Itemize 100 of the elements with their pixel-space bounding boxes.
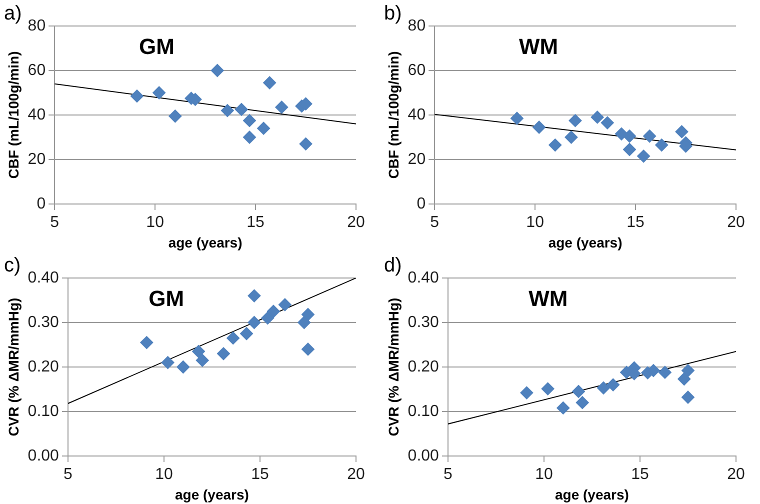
point bbox=[576, 396, 589, 410]
point bbox=[600, 116, 614, 130]
point bbox=[596, 381, 610, 394]
chart-title: c) bbox=[4, 254, 21, 277]
point bbox=[243, 114, 256, 128]
point bbox=[168, 110, 182, 123]
annotation: GM bbox=[148, 286, 184, 312]
x-axis-title: age (years) bbox=[555, 486, 629, 502]
y-tick-label: 0.30 bbox=[408, 314, 440, 331]
x-tick-label: 15 bbox=[631, 466, 649, 484]
x-tick-label: 10 bbox=[526, 214, 544, 232]
y-axis-title: CVR (% ΔMR/mmHg) bbox=[5, 298, 22, 436]
y-tick-label: 80 bbox=[28, 17, 46, 34]
point bbox=[298, 316, 311, 329]
y-tick-label: 0.30 bbox=[28, 314, 60, 331]
point bbox=[152, 86, 166, 100]
y-tick-label: 0.00 bbox=[28, 447, 60, 464]
x-tick-label: 5 bbox=[430, 214, 440, 232]
y-tick-label: 0 bbox=[36, 195, 46, 212]
point bbox=[541, 382, 554, 396]
y-tick-label: 80 bbox=[408, 17, 426, 34]
point bbox=[196, 354, 209, 367]
y-tick-label: 0.10 bbox=[408, 402, 440, 420]
y-tick-label: 0.40 bbox=[408, 269, 440, 286]
point bbox=[161, 356, 174, 370]
point bbox=[226, 332, 240, 345]
point bbox=[243, 130, 256, 144]
y-tick-label: 0.00 bbox=[408, 447, 440, 464]
point bbox=[658, 366, 672, 379]
point bbox=[234, 102, 248, 116]
x-tick-label: 20 bbox=[347, 214, 365, 232]
point bbox=[655, 138, 668, 152]
point bbox=[510, 112, 524, 125]
point bbox=[556, 401, 570, 414]
y-tick-label: 0.20 bbox=[28, 358, 60, 376]
y-tick-label: 0 bbox=[416, 195, 426, 212]
y-tick-label: 40 bbox=[408, 106, 426, 124]
point bbox=[568, 114, 582, 128]
point bbox=[210, 64, 224, 77]
y-tick-label: 0.20 bbox=[408, 358, 440, 376]
chart-title: a) bbox=[4, 2, 22, 25]
y-tick-label: 60 bbox=[408, 62, 426, 79]
chart-title: d) bbox=[384, 254, 402, 277]
annotation: WM bbox=[528, 286, 568, 312]
x-tick-label: 15 bbox=[246, 214, 265, 232]
x-tick-label: 10 bbox=[155, 466, 173, 484]
point bbox=[301, 342, 314, 356]
x-axis-title: age (years) bbox=[168, 234, 242, 250]
x-tick-label: 5 bbox=[50, 214, 60, 232]
point bbox=[176, 360, 190, 374]
y-axis-title: CBF (mL/100g/min) bbox=[5, 51, 22, 179]
x-tick-label: 5 bbox=[443, 466, 452, 484]
point bbox=[681, 364, 694, 378]
x-tick-label: 10 bbox=[535, 466, 553, 484]
annotation: WM bbox=[518, 34, 558, 60]
x-tick-label: 20 bbox=[727, 466, 745, 484]
point bbox=[261, 312, 274, 325]
x-axis-title: age (years) bbox=[548, 234, 622, 250]
x-axis-title: age (years) bbox=[175, 486, 249, 502]
x-tick-label: 15 bbox=[251, 466, 269, 484]
point bbox=[623, 130, 636, 143]
point bbox=[216, 347, 230, 360]
x-tick-label: 5 bbox=[63, 466, 72, 484]
y-tick-label: 40 bbox=[28, 106, 46, 124]
point bbox=[266, 304, 280, 318]
point bbox=[248, 289, 261, 302]
y-axis-title: CBF (mL/100g/min) bbox=[385, 51, 402, 179]
point bbox=[643, 130, 656, 143]
point bbox=[623, 142, 636, 156]
point bbox=[220, 104, 234, 118]
point bbox=[275, 100, 288, 114]
point bbox=[564, 130, 578, 144]
point bbox=[675, 125, 688, 138]
point bbox=[606, 378, 620, 392]
y-tick-label: 0.40 bbox=[28, 269, 60, 286]
y-tick-label: 0.10 bbox=[28, 402, 60, 420]
point bbox=[257, 122, 270, 135]
point bbox=[130, 90, 144, 103]
x-tick-label: 20 bbox=[347, 466, 365, 484]
y-tick-label: 60 bbox=[28, 62, 46, 79]
point bbox=[299, 137, 312, 150]
annotation: GM bbox=[138, 34, 174, 60]
point bbox=[240, 327, 254, 340]
y-tick-label: 20 bbox=[408, 150, 426, 168]
point bbox=[548, 138, 562, 152]
point bbox=[278, 298, 292, 312]
x-tick-label: 10 bbox=[146, 214, 164, 232]
y-tick-label: 20 bbox=[28, 150, 46, 168]
point bbox=[192, 344, 206, 358]
point bbox=[263, 76, 276, 90]
point bbox=[532, 120, 546, 134]
y-axis-title: CVR (% ΔMR/mmHg) bbox=[385, 298, 402, 436]
x-tick-label: 20 bbox=[727, 214, 745, 232]
point bbox=[681, 390, 694, 404]
point bbox=[590, 110, 604, 124]
point bbox=[678, 372, 691, 386]
point bbox=[637, 150, 650, 163]
chart-title: b) bbox=[384, 2, 402, 25]
point bbox=[301, 308, 314, 321]
point bbox=[248, 316, 261, 329]
